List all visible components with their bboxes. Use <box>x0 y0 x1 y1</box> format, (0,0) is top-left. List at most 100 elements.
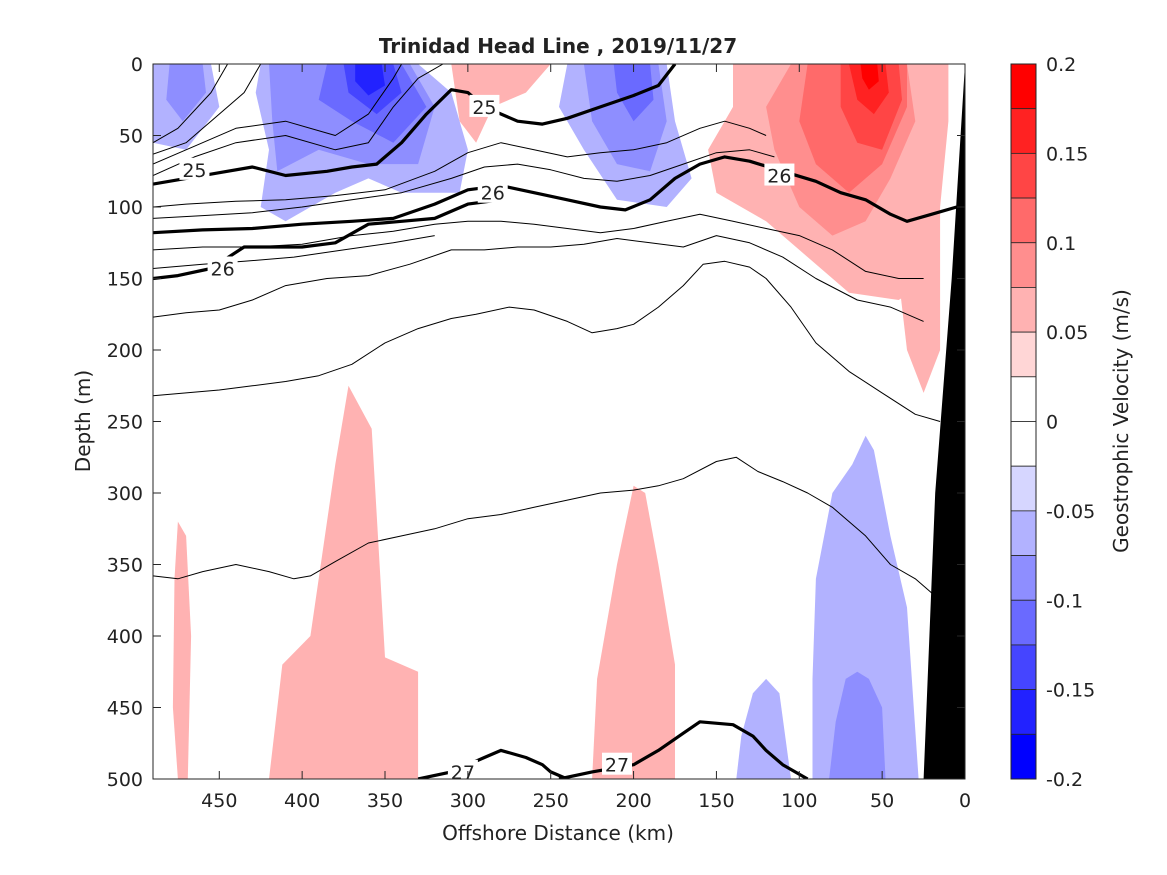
x-tick-label: 200 <box>615 790 651 812</box>
isopycnal-line <box>153 64 444 176</box>
velocity-contour-fill <box>153 64 949 779</box>
chart-title: Trinidad Head Line , 2019/11/27 <box>379 34 737 58</box>
colorbar-bands <box>1010 63 1037 780</box>
x-axis-label: Offshore Distance (km) <box>442 821 674 845</box>
y-tick-label: 0 <box>131 54 143 76</box>
y-tick-label: 250 <box>107 412 143 434</box>
isopycnal-line <box>153 64 262 155</box>
isopycnal-contours <box>153 64 958 779</box>
colorbar-tick-label: -0.2 <box>1046 769 1083 791</box>
colorbar-band <box>1010 152 1037 199</box>
colorbar-tick-label: 0.05 <box>1046 322 1088 344</box>
seafloor-bathymetry <box>923 64 965 779</box>
colorbar-band <box>1010 555 1037 601</box>
x-tick-label: 50 <box>870 790 894 812</box>
colorbar-ticks: 0.2 0.15 0.1 0.05 0 -0.05 -0.1 -0.15 -0.2 <box>1046 54 1095 791</box>
isopycnal-line <box>153 213 924 279</box>
colorbar-frame <box>1010 63 1037 780</box>
colorbar-band <box>1010 421 1037 467</box>
colorbar-tick-label: -0.05 <box>1046 501 1095 523</box>
plot-area: 25 25 26 26 26 27 27 450 400 350 300 250 200 150 100 5… <box>107 54 971 812</box>
isopycnal-line <box>153 235 924 322</box>
x-tick-label: 400 <box>284 790 320 812</box>
x-axis-ticks: 450 400 350 300 250 200 150 100 50 0 <box>201 64 971 812</box>
colorbar-band <box>1010 644 1037 691</box>
y-tick-label: 350 <box>107 555 143 577</box>
isopycnal-bold-line <box>153 64 677 186</box>
contour-label-background <box>207 256 238 279</box>
velocity-region <box>172 521 192 779</box>
velocity-region <box>736 678 791 779</box>
y-tick-label: 200 <box>107 340 143 362</box>
isopycnal-line <box>153 456 933 594</box>
colorbar-band <box>1010 287 1037 333</box>
colorbar-band <box>1010 599 1037 646</box>
contour-label-background <box>764 163 795 186</box>
y-tick-label: 300 <box>107 483 143 505</box>
contour-label-background <box>469 94 500 117</box>
contour-labels: 25 25 26 26 26 27 27 <box>179 94 795 784</box>
y-tick-label: 500 <box>107 769 143 791</box>
y-axis-label: Depth (m) <box>71 370 95 472</box>
velocity-region <box>898 207 941 393</box>
colorbar-tick-label: -0.15 <box>1046 680 1095 702</box>
isopycnal-line <box>153 64 403 165</box>
x-tick-label: 250 <box>533 790 569 812</box>
colorbar: 0.2 0.15 0.1 0.05 0 -0.05 -0.1 -0.15 -0.2 Geostr… <box>1010 54 1133 791</box>
contour-label: 26 <box>211 258 235 280</box>
x-tick-label: 100 <box>781 790 817 812</box>
y-tick-label: 50 <box>119 126 143 148</box>
velocity-region <box>829 671 886 779</box>
contour-label: 27 <box>451 762 475 784</box>
colorbar-band <box>1010 689 1037 735</box>
isopycnal-line <box>153 260 941 422</box>
contour-label: 25 <box>472 97 496 119</box>
velocity-region <box>269 385 419 779</box>
colorbar-band <box>1010 733 1037 780</box>
y-tick-label: 100 <box>107 197 143 219</box>
colorbar-band <box>1010 465 1037 512</box>
y-axis-ticks: 0 50 100 150 200 250 300 350 400 450 500 <box>107 54 965 791</box>
x-tick-label: 0 <box>959 790 971 812</box>
colorbar-tick-label: 0.15 <box>1046 143 1088 165</box>
velocity-region <box>613 64 654 122</box>
x-tick-label: 450 <box>201 790 237 812</box>
isopycnal-line <box>153 235 435 269</box>
colorbar-tick-label: 0.1 <box>1046 233 1076 255</box>
contour-label-background <box>179 157 210 180</box>
isopycnal-bold-line <box>153 155 958 235</box>
y-tick-label: 150 <box>107 269 143 291</box>
colorbar-tick-label: 0 <box>1046 412 1058 434</box>
contour-label: 26 <box>767 166 791 188</box>
colorbar-band <box>1010 242 1037 288</box>
y-tick-label: 450 <box>107 698 143 720</box>
colorbar-label: Geostrophic Velocity (m/s) <box>1109 289 1133 553</box>
x-tick-label: 300 <box>450 790 486 812</box>
isopycnal-line <box>153 64 229 144</box>
y-tick-label: 400 <box>107 626 143 648</box>
velocity-region <box>860 64 879 90</box>
velocity-region <box>812 435 919 779</box>
colorbar-band <box>1010 63 1037 110</box>
contour-label-background <box>477 180 508 203</box>
contour-label: 27 <box>605 755 629 777</box>
isopycnal-line <box>153 120 767 208</box>
colorbar-band <box>1010 108 1037 154</box>
contour-label: 26 <box>481 183 505 205</box>
bathymetry <box>923 64 965 779</box>
colorbar-band <box>1010 331 1037 378</box>
x-tick-label: 350 <box>367 790 403 812</box>
colorbar-tick-label: 0.2 <box>1046 54 1076 76</box>
velocity-region <box>355 64 385 96</box>
contour-label: 25 <box>182 160 206 182</box>
contour-label-background <box>447 759 478 782</box>
contour-label-background <box>602 752 632 775</box>
colorbar-band <box>1010 197 1037 244</box>
velocity-region <box>451 64 551 143</box>
isopycnal-bold-line <box>153 198 502 281</box>
velocity-region <box>166 64 206 122</box>
colorbar-band <box>1010 510 1037 556</box>
x-tick-label: 150 <box>698 790 734 812</box>
velocity-region <box>592 485 675 779</box>
